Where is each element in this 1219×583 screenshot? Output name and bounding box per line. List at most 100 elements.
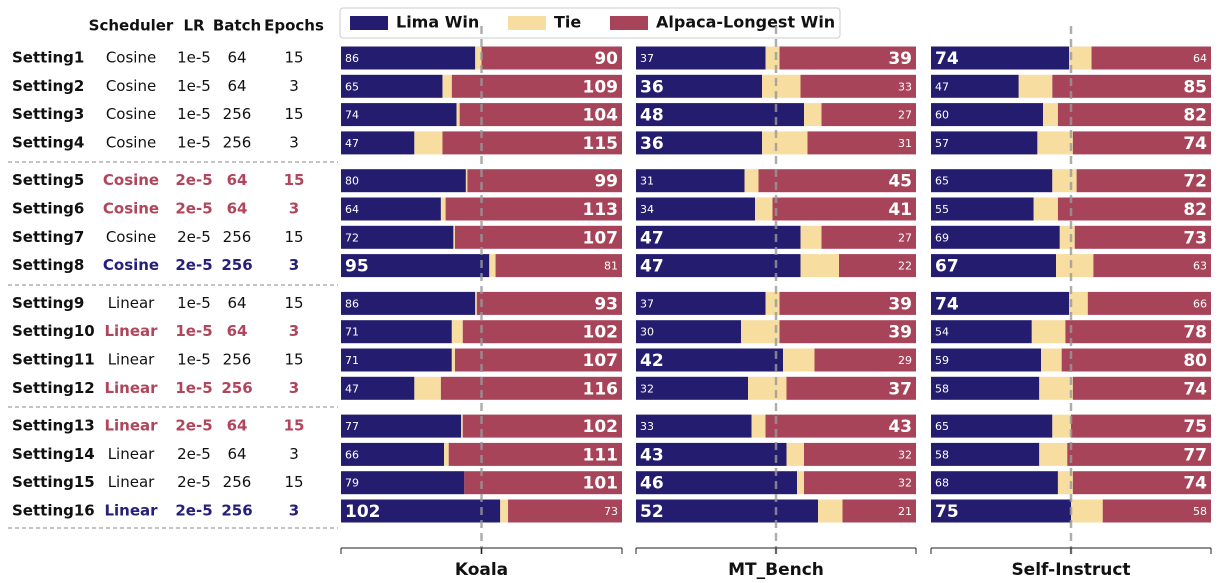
bar-segment <box>762 74 801 98</box>
bar-segment <box>783 348 815 372</box>
table-cell: 1e-5 <box>177 351 211 369</box>
table-cell: Linear <box>108 351 155 369</box>
bar-segment <box>636 225 801 249</box>
value-label: 31 <box>640 175 654 188</box>
bar-segment <box>1031 320 1066 344</box>
value-label: 74 <box>935 294 959 314</box>
value-label: 36 <box>640 134 664 154</box>
bar-segment <box>464 471 622 495</box>
bar-segment <box>476 291 622 315</box>
table-cell: 1e-5 <box>175 322 212 340</box>
table-cell: 15 <box>284 417 305 435</box>
bar-segment <box>1052 74 1211 98</box>
table-cell: Cosine <box>103 256 159 274</box>
bar-segment <box>1057 471 1073 495</box>
value-label: 111 <box>583 445 619 465</box>
value-label: 71 <box>345 354 359 367</box>
table-cell: 3 <box>289 379 299 397</box>
table-cell: 64 <box>227 77 246 95</box>
table-cell: 1e-5 <box>177 133 211 151</box>
bar-segment <box>445 197 622 221</box>
bar-segment <box>931 169 1053 193</box>
value-label: 57 <box>935 137 949 150</box>
bar-segment <box>341 254 490 278</box>
value-label: 31 <box>898 137 912 150</box>
setting-label: Setting15 <box>12 473 95 491</box>
table-cell: 2e-5 <box>177 473 211 491</box>
bar-segment <box>451 348 455 372</box>
table-cell: 15 <box>284 294 303 312</box>
bar-segment <box>748 376 787 400</box>
setting-label: Setting3 <box>12 105 84 123</box>
bar-segment <box>481 46 622 70</box>
value-label: 90 <box>594 49 618 69</box>
bar-segment <box>495 254 622 278</box>
bar-segment <box>744 169 759 193</box>
value-label: 115 <box>583 134 619 154</box>
value-label: 46 <box>640 474 664 494</box>
table-cell: 2e-5 <box>177 445 211 463</box>
bar-segment <box>341 348 452 372</box>
bar-segment <box>1057 103 1211 127</box>
setting-label: Setting14 <box>12 445 95 463</box>
table-cell: 2e-5 <box>177 228 211 246</box>
table-cell: 64 <box>227 445 246 463</box>
bar-segment <box>741 320 780 344</box>
bar-segment <box>341 103 457 127</box>
bar-segment <box>931 131 1038 155</box>
value-label: 47 <box>345 137 359 150</box>
bar-segment <box>489 254 496 278</box>
bar-segment <box>341 442 445 466</box>
table-cell: 15 <box>284 105 303 123</box>
legend-label: Alpaca-Longest Win <box>656 13 835 32</box>
bar-segment <box>842 499 916 523</box>
bar-segment <box>931 348 1042 372</box>
value-label: 72 <box>1183 172 1207 192</box>
setting-label: Setting4 <box>12 133 84 151</box>
bar-segment <box>453 225 455 249</box>
bar-segment <box>341 169 466 193</box>
bar-segment <box>931 320 1032 344</box>
table-cell: 2e-5 <box>175 171 212 189</box>
bar-segment <box>1039 376 1073 400</box>
setting-label: Setting5 <box>12 171 84 189</box>
bar-segment <box>636 254 801 278</box>
bar-segment <box>1072 131 1211 155</box>
value-label: 39 <box>888 49 912 69</box>
value-label: 93 <box>594 294 618 314</box>
value-label: 82 <box>1183 106 1207 126</box>
setting-label: Setting7 <box>12 228 84 246</box>
bar-segment <box>931 46 1070 70</box>
bar-segment <box>341 197 441 221</box>
bar-segment <box>414 376 441 400</box>
bar-segment <box>636 442 787 466</box>
bar-segment <box>839 254 916 278</box>
table-cell: 1e-5 <box>175 379 212 397</box>
bar-segment <box>1076 169 1211 193</box>
bar-segment <box>800 225 822 249</box>
panel-title: Self-Instruct <box>1011 560 1130 580</box>
bar-segment <box>1043 103 1058 127</box>
value-label: 113 <box>583 200 619 220</box>
table-cell: 2e-5 <box>175 256 212 274</box>
bar-segment <box>442 74 452 98</box>
bar-segment <box>475 291 477 315</box>
value-label: 43 <box>888 417 912 437</box>
bar-segment <box>636 197 755 221</box>
bar-segment <box>931 225 1060 249</box>
bar-segment <box>931 376 1040 400</box>
value-label: 73 <box>604 505 618 518</box>
bar-segment <box>414 131 443 155</box>
bar-segment <box>462 414 622 438</box>
legend-label: Tie <box>554 13 581 32</box>
bar-segment <box>636 348 783 372</box>
bar-segment <box>444 442 449 466</box>
bar-segment <box>762 131 808 155</box>
value-label: 85 <box>1183 77 1207 97</box>
value-label: 102 <box>345 502 381 522</box>
bar-segment <box>931 442 1040 466</box>
value-label: 71 <box>345 326 359 339</box>
bar-segment <box>1072 376 1211 400</box>
table-cell: 15 <box>284 49 303 67</box>
